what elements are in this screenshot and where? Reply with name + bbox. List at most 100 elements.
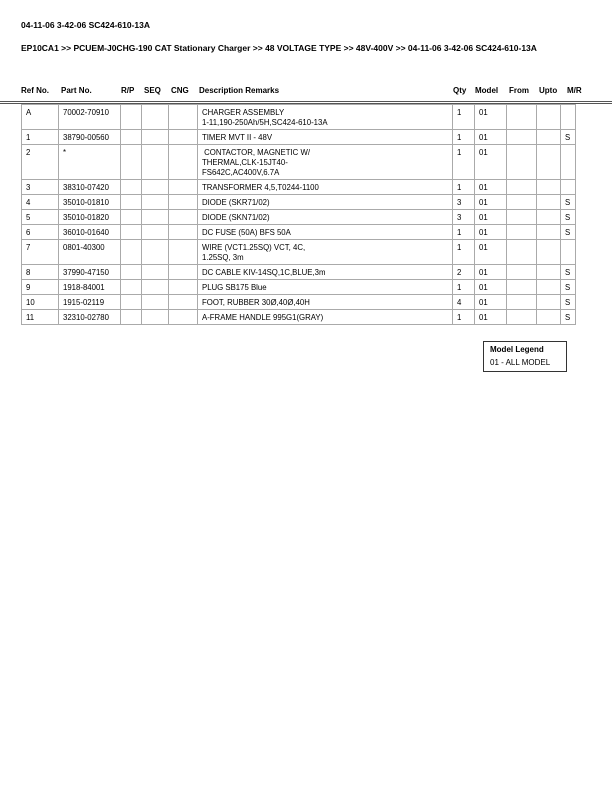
- cell-mr: S: [560, 209, 576, 225]
- cell-part: 70002-70910: [58, 104, 121, 130]
- cell-desc: CHARGER ASSEMBLY 1-11,190-250Ah/5H,SC424…: [197, 104, 453, 130]
- cell-cng: [168, 309, 198, 325]
- breadcrumb: EP10CA1 >> PCUEM-J0CHG-190 CAT Stationar…: [21, 43, 537, 53]
- cell-part: *: [58, 144, 121, 180]
- table-row: 10 1915-02119 FOOT, RUBBER 30Ø,40Ø,40H 4 01 S: [21, 294, 576, 310]
- cell-seq: [141, 129, 169, 145]
- cell-desc: DC CABLE KIV-14SQ,1C,BLUE,3m: [197, 264, 453, 280]
- cell-model: 01: [474, 224, 507, 240]
- cell-model: 01: [474, 309, 507, 325]
- cell-cng: [168, 224, 198, 240]
- header-from: From: [509, 86, 529, 95]
- cell-seq: [141, 224, 169, 240]
- cell-rp: [120, 279, 142, 295]
- cell-qty: 1: [452, 309, 475, 325]
- cell-upto: [536, 279, 561, 295]
- cell-part: 35010-01820: [58, 209, 121, 225]
- cell-from: [506, 129, 537, 145]
- cell-ref: 10: [21, 294, 59, 310]
- cell-seq: [141, 194, 169, 210]
- document-title: 04-11-06 3-42-06 SC424-610-13A: [21, 20, 151, 30]
- cell-model: 01: [474, 294, 507, 310]
- cell-desc: DC FUSE (50A) BFS 50A: [197, 224, 453, 240]
- cell-ref: 5: [21, 209, 59, 225]
- cell-part: 38310-07420: [58, 179, 121, 195]
- cell-model: 01: [474, 209, 507, 225]
- cell-qty: 1: [452, 179, 475, 195]
- cell-part: 37990-47150: [58, 264, 121, 280]
- cell-cng: [168, 279, 198, 295]
- cell-ref: 2: [21, 144, 59, 180]
- cell-ref: 9: [21, 279, 59, 295]
- cell-qty: 3: [452, 194, 475, 210]
- cell-cng: [168, 104, 198, 130]
- cell-upto: [536, 209, 561, 225]
- cell-part: 38790-00560: [58, 129, 121, 145]
- cell-seq: [141, 179, 169, 195]
- header-qty: Qty: [453, 86, 467, 95]
- cell-mr: [560, 239, 576, 265]
- cell-rp: [120, 194, 142, 210]
- cell-from: [506, 309, 537, 325]
- cell-upto: [536, 194, 561, 210]
- cell-seq: [141, 279, 169, 295]
- cell-upto: [536, 104, 561, 130]
- cell-cng: [168, 144, 198, 180]
- header-part: Part No.: [61, 86, 92, 95]
- cell-qty: 1: [452, 279, 475, 295]
- cell-upto: [536, 309, 561, 325]
- cell-part: 35010-01810: [58, 194, 121, 210]
- cell-part: 1918-84001: [58, 279, 121, 295]
- cell-from: [506, 104, 537, 130]
- table-row: A 70002-70910 CHARGER ASSEMBLY 1-11,190-25…: [21, 104, 576, 130]
- table-row: 11 32310-02780 A-FRAME HANDLE 995G1(GRAY) 1…: [21, 309, 576, 325]
- cell-desc: A-FRAME HANDLE 995G1(GRAY): [197, 309, 453, 325]
- cell-qty: 1: [452, 104, 475, 130]
- cell-qty: 1: [452, 224, 475, 240]
- cell-mr: S: [560, 224, 576, 240]
- table-row: 6 36010-01640 DC FUSE (50A) BFS 50A 1 01 S: [21, 224, 576, 240]
- cell-mr: [560, 179, 576, 195]
- cell-seq: [141, 104, 169, 130]
- cell-qty: 2: [452, 264, 475, 280]
- header-model: Model: [475, 86, 499, 95]
- cell-model: 01: [474, 194, 507, 210]
- table-row: 1 38790-00560 TIMER MVT II - 48V 1 01 S: [21, 129, 576, 145]
- cell-from: [506, 179, 537, 195]
- cell-from: [506, 264, 537, 280]
- cell-qty: 1: [452, 144, 475, 180]
- cell-model: 01: [474, 279, 507, 295]
- cell-model: 01: [474, 104, 507, 130]
- header-seq: SEQ: [144, 86, 161, 95]
- cell-cng: [168, 264, 198, 280]
- cell-upto: [536, 129, 561, 145]
- cell-desc: TRANSFORMER 4,5,T0244-1100: [197, 179, 453, 195]
- cell-upto: [536, 224, 561, 240]
- cell-from: [506, 294, 537, 310]
- header-mr: M/R: [567, 86, 582, 95]
- cell-cng: [168, 239, 198, 265]
- cell-seq: [141, 239, 169, 265]
- cell-mr: S: [560, 129, 576, 145]
- cell-ref: 4: [21, 194, 59, 210]
- cell-rp: [120, 264, 142, 280]
- cell-model: 01: [474, 239, 507, 265]
- parts-table: A 70002-70910 CHARGER ASSEMBLY 1-11,190-25…: [21, 104, 576, 325]
- cell-from: [506, 224, 537, 240]
- cell-cng: [168, 194, 198, 210]
- cell-mr: S: [560, 194, 576, 210]
- cell-seq: [141, 144, 169, 180]
- cell-desc: TIMER MVT II - 48V: [197, 129, 453, 145]
- cell-qty: 1: [452, 129, 475, 145]
- cell-desc: PLUG SB175 Blue: [197, 279, 453, 295]
- cell-mr: [560, 144, 576, 180]
- cell-qty: 4: [452, 294, 475, 310]
- cell-mr: S: [560, 309, 576, 325]
- table-row: 7 0801-40300 WIRE (VCT1.25SQ) VCT, 4C, 1.2…: [21, 239, 576, 265]
- cell-rp: [120, 144, 142, 180]
- cell-rp: [120, 294, 142, 310]
- cell-rp: [120, 224, 142, 240]
- cell-seq: [141, 209, 169, 225]
- header-rp: R/P: [121, 86, 135, 95]
